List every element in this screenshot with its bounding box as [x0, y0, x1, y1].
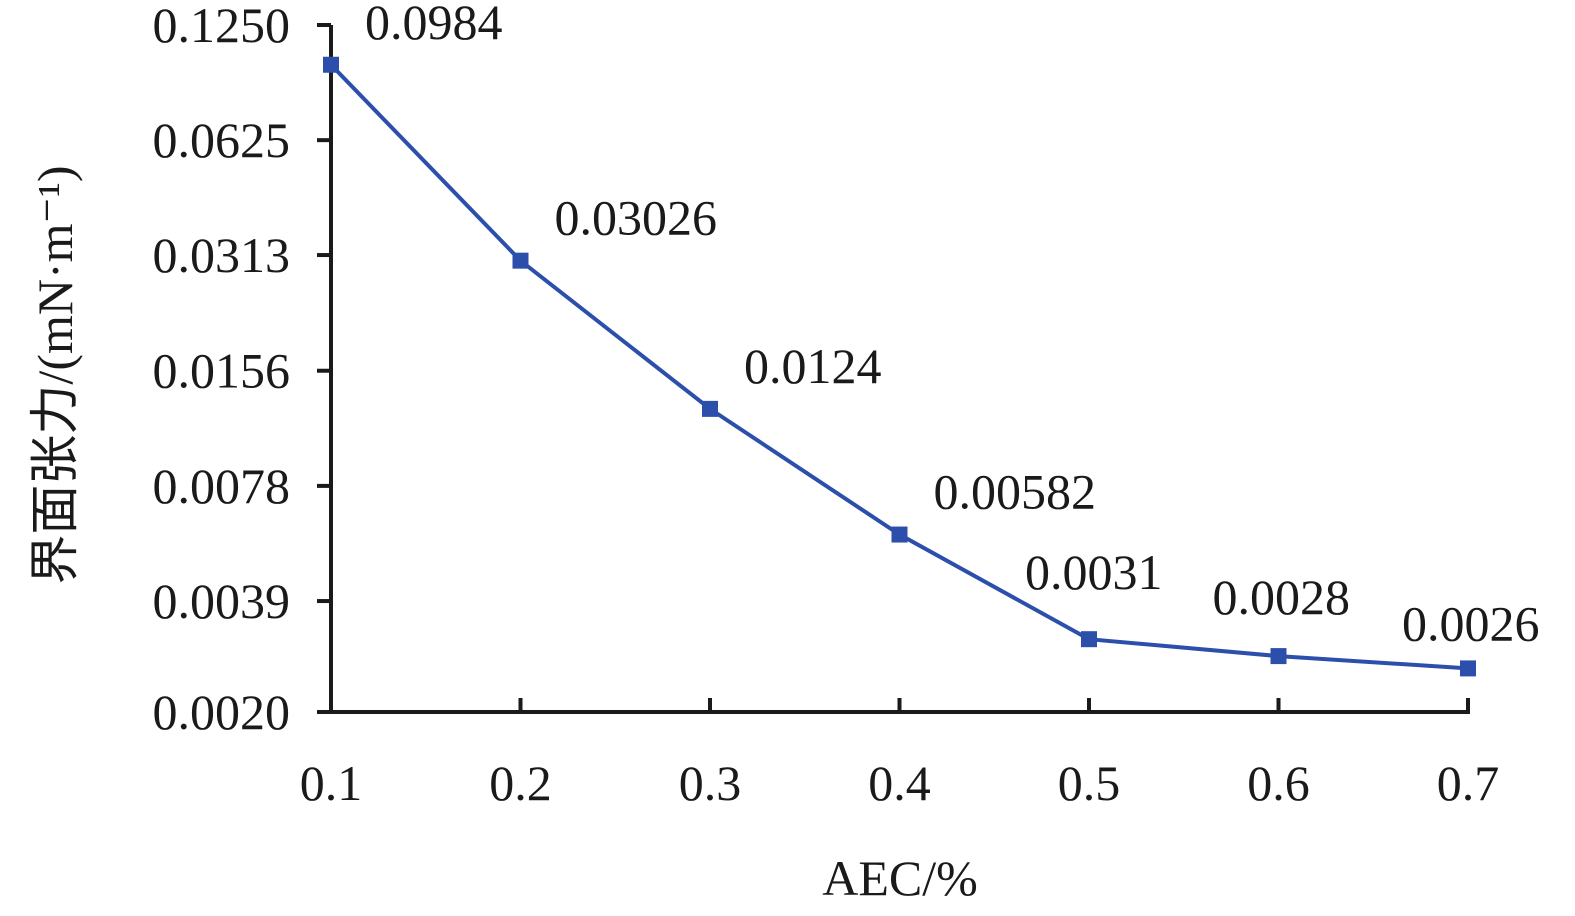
- y-tick-label: 0.0078: [153, 458, 291, 514]
- x-tick-label: 0.5: [1058, 755, 1121, 811]
- data-point: [323, 56, 339, 73]
- data-label: 0.0026: [1402, 595, 1540, 651]
- data-point: [1460, 660, 1476, 677]
- x-tick-label: 0.6: [1247, 755, 1310, 811]
- x-axis-ticks: 0.1 0.2 0.3 0.4 0.5 0.6 0.7: [300, 698, 1500, 811]
- data-labels: 0.0984 0.03026 0.0124 0.00582 0.0031 0.0028 0.…: [365, 0, 1540, 651]
- data-point: [1270, 648, 1287, 665]
- data-label: 0.0124: [744, 338, 882, 394]
- data-point: [1081, 631, 1097, 648]
- series-layer: [323, 56, 1476, 677]
- x-tick-label: 0.4: [868, 755, 931, 811]
- x-axis-title: AEC/%: [822, 850, 978, 906]
- y-tick-label: 0.0039: [153, 573, 291, 629]
- x-tick-label: 0.7: [1437, 755, 1500, 811]
- data-point: [512, 252, 529, 269]
- y-tick-label: 0.0020: [153, 684, 291, 740]
- y-tick-label: 0.0156: [153, 343, 291, 399]
- data-label: 0.00582: [934, 464, 1097, 520]
- data-label: 0.03026: [555, 190, 718, 246]
- y-tick-label: 0.1250: [153, 0, 291, 53]
- y-axis-title: 界面张力/(mN·m⁻¹): [27, 165, 83, 584]
- data-point: [891, 526, 908, 543]
- x-tick-label: 0.3: [679, 755, 742, 811]
- x-tick-label: 0.1: [300, 755, 363, 811]
- data-label: 0.0031: [1025, 544, 1163, 600]
- y-tick-label: 0.0625: [153, 112, 291, 168]
- y-axis-ticks: 0.0020 0.0039 0.0078 0.0156 0.0313 0.0625 0.12…: [153, 0, 331, 740]
- x-tick-label: 0.2: [489, 755, 552, 811]
- data-label: 0.0028: [1213, 569, 1351, 625]
- data-label: 0.0984: [365, 0, 503, 50]
- data-point: [702, 400, 718, 417]
- y-tick-label: 0.0313: [153, 227, 291, 283]
